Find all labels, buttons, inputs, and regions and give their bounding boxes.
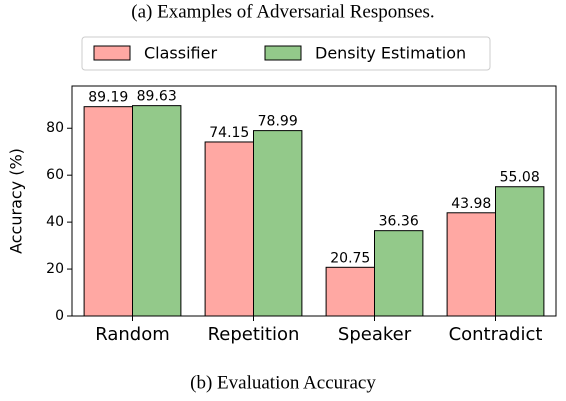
value-label: 20.75 bbox=[330, 250, 370, 266]
legend-label: Density Estimation bbox=[315, 44, 466, 63]
x-tick-label: Repetition bbox=[208, 324, 300, 345]
value-label: 43.98 bbox=[451, 196, 491, 212]
bar bbox=[253, 130, 303, 317]
bar bbox=[495, 186, 545, 317]
y-tick-label: 60 bbox=[46, 167, 64, 183]
y-tick-label: 80 bbox=[46, 120, 64, 136]
legend-swatch bbox=[264, 45, 302, 61]
caption-top: (a) Examples of Adversarial Responses. bbox=[131, 1, 434, 22]
bar bbox=[325, 266, 376, 317]
value-label: 78.99 bbox=[258, 114, 298, 130]
legend-swatch bbox=[93, 45, 131, 61]
x-tick-label: Contradict bbox=[449, 324, 543, 345]
y-tick-label: 40 bbox=[46, 214, 64, 230]
bar bbox=[83, 106, 133, 317]
y-tick-label: 20 bbox=[46, 261, 64, 277]
legend-label: Classifier bbox=[144, 44, 217, 63]
bar bbox=[446, 212, 497, 317]
value-label: 89.19 bbox=[88, 90, 128, 106]
y-tick-label: 0 bbox=[55, 308, 64, 324]
value-label: 36.36 bbox=[379, 214, 419, 230]
x-tick-label: Speaker bbox=[338, 324, 412, 345]
bar bbox=[374, 230, 424, 317]
value-label: 55.08 bbox=[500, 170, 540, 186]
bar bbox=[204, 141, 255, 317]
bar bbox=[132, 105, 182, 317]
value-label: 74.15 bbox=[209, 125, 249, 141]
x-tick-label: Random bbox=[95, 324, 170, 345]
axes-frame bbox=[71, 85, 557, 317]
caption-bottom: (b) Evaluation Accuracy bbox=[190, 372, 376, 393]
value-label: 89.63 bbox=[137, 89, 177, 105]
y-axis-label: Accuracy (%) bbox=[7, 148, 26, 254]
